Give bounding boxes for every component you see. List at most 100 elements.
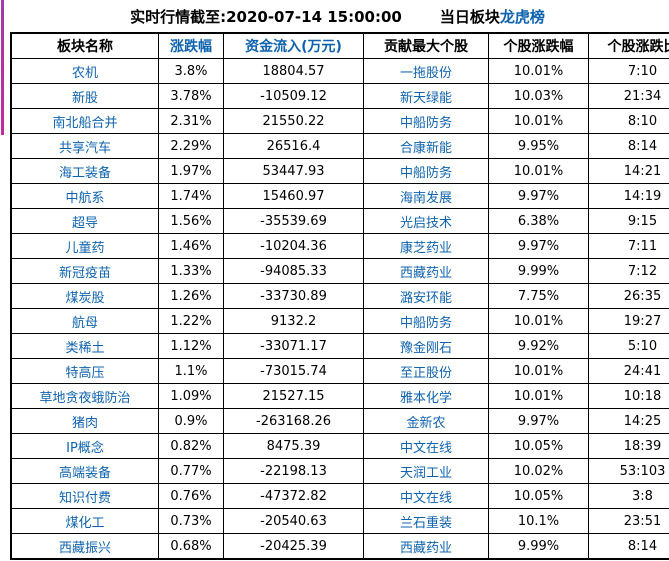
stock-link[interactable]: 中船防务 xyxy=(399,115,452,131)
cell-sector: IP概念 xyxy=(10,433,159,459)
cell-stock-change-pct: 9.99% xyxy=(488,258,589,284)
cell-top-stock: 中船防务 xyxy=(363,158,489,184)
cell-stock-ratio: 19:27 xyxy=(588,308,669,334)
cell-capital-inflow: -20425.39 xyxy=(223,533,364,560)
sector-link[interactable]: 煤炭股 xyxy=(65,290,105,306)
sector-link[interactable]: 西藏振兴 xyxy=(58,540,111,556)
cell-stock-change-pct: 9.92% xyxy=(488,333,589,359)
stock-link[interactable]: 新天绿能 xyxy=(399,90,452,106)
cell-sector: 特高压 xyxy=(10,358,159,384)
cell-top-stock: 西藏药业 xyxy=(363,258,489,284)
sector-link[interactable]: 知识付费 xyxy=(58,490,111,506)
table-row: 农机 3.8% 18804.57 一拖股份 10.01% 7:10 xyxy=(10,58,669,84)
cell-top-stock: 天润工业 xyxy=(363,458,489,484)
cell-sector: 中航系 xyxy=(10,183,159,209)
sector-link[interactable]: 超导 xyxy=(71,215,98,231)
table-row: 儿童药 1.46% -10204.36 康芝药业 9.97% 7:11 xyxy=(10,233,669,259)
cell-stock-ratio: 8:14 xyxy=(588,533,669,560)
sector-link[interactable]: 航母 xyxy=(71,315,98,331)
sector-link[interactable]: 南北船合并 xyxy=(52,115,118,131)
sector-link[interactable]: 新冠疫苗 xyxy=(58,265,111,281)
sector-link[interactable]: 农机 xyxy=(71,65,98,81)
left-accent-bar xyxy=(1,0,4,135)
column-header-change-pct[interactable]: 涨跌幅 xyxy=(158,32,224,59)
stock-link[interactable]: 康芝药业 xyxy=(399,240,452,256)
sector-link[interactable]: 煤化工 xyxy=(65,515,105,531)
cell-capital-inflow: 8475.39 xyxy=(223,433,364,459)
sector-link[interactable]: 特高压 xyxy=(65,365,105,381)
cell-change-pct: 2.31% xyxy=(158,108,224,134)
stock-link[interactable]: 雅本化学 xyxy=(399,390,452,406)
cell-stock-ratio: 24:41 xyxy=(588,358,669,384)
column-header-capital-inflow[interactable]: 资金流入(万元) xyxy=(223,32,364,59)
cell-change-pct: 0.76% xyxy=(158,483,224,509)
stock-link[interactable]: 兰石重装 xyxy=(399,515,452,531)
cell-stock-ratio: 10:18 xyxy=(588,383,669,409)
cell-sector: 农机 xyxy=(10,58,159,84)
column-header-stock-change-pct: 个股涨跌幅 xyxy=(488,32,589,59)
sector-link[interactable]: 草地贪夜蛾防治 xyxy=(39,390,131,406)
sector-link[interactable]: 儿童药 xyxy=(65,240,105,256)
sector-link[interactable]: 高端装备 xyxy=(58,465,111,481)
stock-link[interactable]: 至正股份 xyxy=(399,365,452,381)
stock-link[interactable]: 一拖股份 xyxy=(399,65,452,81)
sector-link[interactable]: 海工装备 xyxy=(58,165,111,181)
sector-link[interactable]: 类稀土 xyxy=(65,340,105,356)
cell-stock-change-pct: 9.97% xyxy=(488,183,589,209)
stock-link[interactable]: 豫金刚石 xyxy=(399,340,452,356)
cell-change-pct: 1.56% xyxy=(158,208,224,234)
stock-link[interactable]: 中文在线 xyxy=(399,490,452,506)
sector-link[interactable]: 新股 xyxy=(71,90,98,106)
stock-link[interactable]: 合康新能 xyxy=(399,140,452,156)
stock-link[interactable]: 中文在线 xyxy=(399,440,452,456)
stock-link[interactable]: 中船防务 xyxy=(399,315,452,331)
stock-link[interactable]: 西藏药业 xyxy=(399,540,452,556)
table-row: 草地贪夜蛾防治 1.09% 21527.15 雅本化学 10.01% 10:18 xyxy=(10,383,669,409)
cell-sector: 儿童药 xyxy=(10,233,159,259)
stock-link[interactable]: 潞安环能 xyxy=(399,290,452,306)
cell-change-pct: 0.82% xyxy=(158,433,224,459)
cell-stock-ratio: 14:25 xyxy=(588,408,669,434)
sector-link[interactable]: 中航系 xyxy=(65,190,105,206)
cell-capital-inflow: -73015.74 xyxy=(223,358,364,384)
quote-timestamp: 实时行情截至:2020-07-14 15:00:00 xyxy=(130,8,402,26)
cell-change-pct: 2.29% xyxy=(158,133,224,159)
cell-stock-change-pct: 7.75% xyxy=(488,283,589,309)
cell-capital-inflow: -47372.82 xyxy=(223,483,364,509)
stock-link[interactable]: 金新农 xyxy=(406,415,446,431)
table-row: 特高压 1.1% -73015.74 至正股份 10.01% 24:41 xyxy=(10,358,669,384)
board-label: 当日板块 xyxy=(439,8,500,26)
cell-capital-inflow: 18804.57 xyxy=(223,58,364,84)
table-row: 海工装备 1.97% 53447.93 中船防务 10.01% 14:21 xyxy=(10,158,669,184)
cell-top-stock: 至正股份 xyxy=(363,358,489,384)
cell-stock-ratio: 8:10 xyxy=(588,108,669,134)
sector-link[interactable]: IP概念 xyxy=(66,440,104,456)
cell-capital-inflow: 21527.15 xyxy=(223,383,364,409)
dragon-tiger-board-link[interactable]: 龙虎榜 xyxy=(499,8,545,26)
column-header-top-stock: 贡献最大个股 xyxy=(363,32,489,59)
cell-capital-inflow: -20540.63 xyxy=(223,508,364,534)
cell-top-stock: 豫金刚石 xyxy=(363,333,489,359)
table-row: 航母 1.22% 9132.2 中船防务 10.01% 19:27 xyxy=(10,308,669,334)
stock-link[interactable]: 天润工业 xyxy=(399,465,452,481)
cell-stock-ratio: 9:15 xyxy=(588,208,669,234)
sector-link[interactable]: 猪肉 xyxy=(71,415,98,431)
sector-link[interactable]: 共享汽车 xyxy=(58,140,111,156)
stock-link[interactable]: 中船防务 xyxy=(399,165,452,181)
cell-stock-change-pct: 10.01% xyxy=(488,358,589,384)
cell-stock-change-pct: 10.01% xyxy=(488,308,589,334)
stock-link[interactable]: 光启技术 xyxy=(399,215,452,231)
table-row: 南北船合并 2.31% 21550.22 中船防务 10.01% 8:10 xyxy=(10,108,669,134)
cell-top-stock: 中船防务 xyxy=(363,108,489,134)
stock-link[interactable]: 海南发展 xyxy=(399,190,452,206)
table-body: 农机 3.8% 18804.57 一拖股份 10.01% 7:10 新股 3.78% -1050… xyxy=(10,58,669,560)
cell-change-pct: 0.68% xyxy=(158,533,224,560)
table-row: 西藏振兴 0.68% -20425.39 西藏药业 9.99% 8:14 xyxy=(10,533,669,560)
stock-link[interactable]: 西藏药业 xyxy=(399,265,452,281)
table-row: 新冠疫苗 1.33% -94085.33 西藏药业 9.99% 7:12 xyxy=(10,258,669,284)
cell-capital-inflow: 26516.4 xyxy=(223,133,364,159)
cell-change-pct: 1.74% xyxy=(158,183,224,209)
cell-change-pct: 1.97% xyxy=(158,158,224,184)
cell-stock-change-pct: 10.01% xyxy=(488,108,589,134)
